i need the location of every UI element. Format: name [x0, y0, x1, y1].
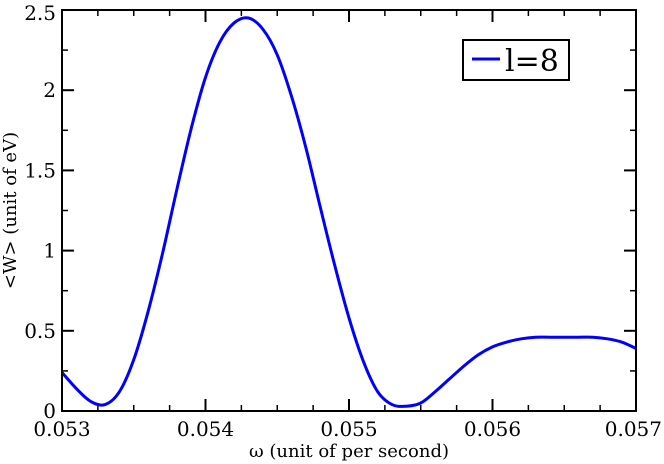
axis-labels: ω (unit of per second) <W> (unit of eV): [0, 132, 449, 462]
x-tick-label: 0.056: [464, 417, 521, 441]
x-tick-label: 0.055: [320, 417, 377, 441]
x-axis-label: ω (unit of per second): [249, 441, 449, 462]
y-tick-label: 2.5: [24, 1, 56, 25]
axes: 0.053 0.054 0.055 0.056 0.057 0 0.5 1 1.5 2 2.5: [24, 1, 662, 441]
legend-label: l=8: [505, 44, 559, 79]
y-tick-label: 1: [43, 239, 56, 263]
x-tick-label: 0.054: [177, 417, 234, 441]
y-tick-label: 1.5: [24, 158, 56, 182]
x-tick-label: 0.053: [33, 417, 90, 441]
x-tick-label: 0.057: [605, 417, 662, 441]
legend: l=8: [462, 39, 570, 81]
y-tick-label: 0: [43, 399, 56, 423]
series-line-l=8: [60, 16, 637, 408]
plot-frame: [61, 9, 637, 412]
series-layer: [60, 16, 637, 408]
y-tick-label: 2: [43, 78, 56, 102]
y-tick-label: 0.5: [24, 319, 56, 343]
y-axis-label: <W> (unit of eV): [0, 132, 21, 289]
